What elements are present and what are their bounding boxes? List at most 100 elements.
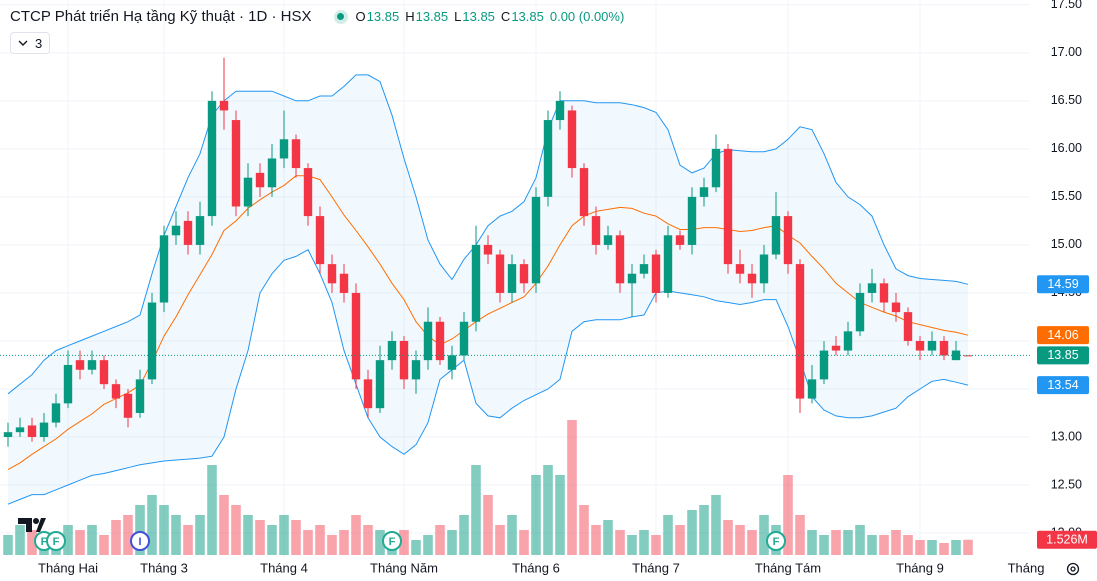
x-tick-label: Tháng Hai <box>38 560 98 575</box>
candle-body <box>363 379 373 409</box>
candle-body <box>339 273 349 293</box>
candle-body <box>603 235 613 245</box>
volume-bar <box>327 535 337 555</box>
candle-body <box>87 360 97 370</box>
lower-band-box <box>1037 376 1089 395</box>
volume-bar <box>111 520 121 555</box>
volume-bar <box>747 530 757 555</box>
symbol-title[interactable]: CTCP Phát triển Hạ tầng Kỹ thuật · 1D · … <box>10 8 312 25</box>
volume-bar <box>435 525 445 555</box>
candle-body <box>903 312 913 341</box>
candle-body <box>675 235 685 245</box>
volume-bar <box>255 520 265 555</box>
candle-body <box>555 100 565 121</box>
volume-bar <box>87 525 97 555</box>
volume-bar <box>735 525 745 555</box>
candle-body <box>399 340 409 380</box>
event-label: F <box>41 536 48 548</box>
candle-body <box>891 302 901 313</box>
candle-body <box>867 283 877 293</box>
candle-body <box>639 264 649 274</box>
candle-body <box>723 148 733 265</box>
volume-bar <box>807 530 817 555</box>
candle-body <box>327 264 337 284</box>
candle-body <box>3 432 13 437</box>
volume-bar <box>399 530 409 555</box>
candle-body <box>855 292 865 332</box>
volume-bar <box>267 525 277 555</box>
x-tick-label: Tháng <box>1008 560 1045 575</box>
volume-bar <box>219 495 229 555</box>
volume-bar <box>99 535 109 555</box>
candle-body <box>831 345 841 351</box>
candle-body <box>531 196 541 284</box>
volume-bar <box>543 465 553 555</box>
volume-bar <box>63 525 73 555</box>
volume-bar <box>555 475 565 555</box>
volume-bar <box>855 525 865 555</box>
legend-label: H <box>405 9 415 24</box>
candle-body <box>507 264 517 293</box>
candle-body <box>843 331 853 351</box>
candle-body <box>195 216 205 245</box>
candle-body <box>963 355 973 357</box>
tradingview-logo <box>18 518 46 532</box>
volume-bar <box>759 515 769 555</box>
band-middle <box>7 175 969 471</box>
volume-bar <box>795 515 805 555</box>
chevron <box>18 40 28 46</box>
volume-bar <box>231 505 241 555</box>
volume-bar <box>879 535 889 555</box>
candle-body <box>315 216 325 265</box>
y-tick-label: 15.00 <box>1051 237 1082 251</box>
volume-bar <box>891 530 901 555</box>
candle-body <box>75 360 85 370</box>
event-marker <box>766 531 786 551</box>
candle-body <box>927 340 937 351</box>
volume-bar <box>123 515 133 555</box>
y-tick-label: 16.00 <box>1051 141 1082 155</box>
candle-body <box>231 120 241 207</box>
legend-header: CTCP Phát triển Hạ tầng Kỹ thuật · 1D · … <box>10 8 624 25</box>
x-tick-label: Tháng 7 <box>632 560 680 575</box>
legend-label: L <box>454 9 462 24</box>
candle-body <box>171 225 181 236</box>
volume-bar <box>135 505 145 555</box>
band-fill <box>8 74 968 505</box>
middle-band-label: 14.06 <box>1047 328 1078 342</box>
volume-bar <box>447 530 457 555</box>
candle-body <box>183 220 193 245</box>
volume-bar <box>699 505 709 555</box>
market-status <box>333 9 348 24</box>
candle-body <box>879 283 889 303</box>
candle-body <box>243 177 253 207</box>
x-tick-label: Tháng 6 <box>512 560 560 575</box>
indicators-toggle[interactable]: 3 <box>10 32 51 54</box>
settings-icon[interactable] <box>1066 562 1080 576</box>
candle-body <box>435 321 445 361</box>
last-price-box <box>1037 346 1089 365</box>
volume-bar <box>243 515 253 555</box>
volume-bar <box>195 515 205 555</box>
candle-body <box>519 264 529 284</box>
candle-body <box>819 350 829 380</box>
y-tick-label: 16.50 <box>1051 93 1082 107</box>
legend-value: 13.85 <box>511 9 544 24</box>
volume-bar <box>939 543 949 555</box>
event-label: F <box>389 536 396 548</box>
candle-body <box>423 321 433 361</box>
volume-bar <box>171 515 181 555</box>
candle-body <box>759 254 769 284</box>
candle-body <box>615 235 625 284</box>
volume-bar <box>963 539 973 555</box>
candle-body <box>135 379 145 413</box>
candle-body <box>543 120 553 197</box>
volume-bar <box>147 495 157 555</box>
candle-body <box>303 168 313 217</box>
event-marker <box>46 531 66 551</box>
candle-body <box>219 100 229 111</box>
volume-bar <box>423 535 433 555</box>
candle-body <box>651 254 661 293</box>
volume-bar <box>603 520 613 555</box>
